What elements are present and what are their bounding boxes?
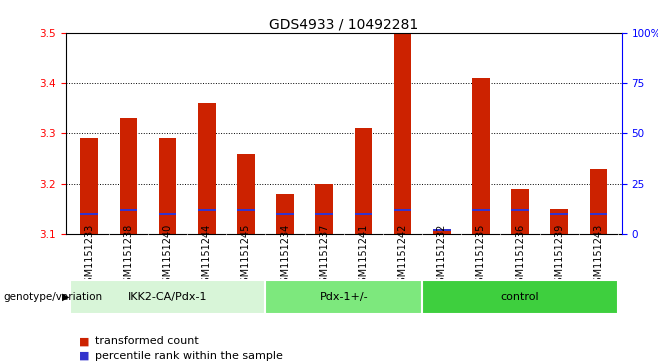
Bar (433, 229, 451, 231)
Bar (590, 169, 607, 234)
Bar (550, 209, 568, 234)
Bar (355, 129, 372, 234)
Bar (393, 33, 411, 234)
Bar (511, 209, 529, 211)
Bar (80, 138, 98, 234)
Text: transformed count: transformed count (95, 336, 199, 346)
Bar (355, 213, 372, 215)
Text: GSM1151241: GSM1151241 (359, 223, 368, 289)
Bar (159, 213, 176, 215)
FancyBboxPatch shape (422, 280, 618, 314)
Bar (590, 213, 607, 215)
FancyBboxPatch shape (70, 280, 265, 314)
Text: percentile rank within the sample: percentile rank within the sample (95, 351, 284, 361)
Text: GSM1151238: GSM1151238 (124, 223, 134, 289)
Text: GSM1151235: GSM1151235 (476, 223, 486, 289)
Bar (120, 118, 138, 234)
Bar (237, 154, 255, 234)
Bar (198, 209, 216, 211)
Bar (237, 209, 255, 211)
Text: ■: ■ (79, 336, 89, 346)
Text: GSM1151232: GSM1151232 (437, 223, 447, 289)
FancyBboxPatch shape (265, 280, 422, 314)
Text: control: control (501, 292, 540, 302)
Bar (433, 229, 451, 234)
Text: GSM1151239: GSM1151239 (554, 223, 564, 289)
Bar (198, 103, 216, 234)
Title: GDS4933 / 10492281: GDS4933 / 10492281 (269, 17, 418, 32)
Bar (120, 209, 138, 211)
Bar (472, 209, 490, 211)
Bar (511, 189, 529, 234)
Bar (80, 213, 98, 215)
Bar (315, 184, 333, 234)
Text: genotype/variation: genotype/variation (3, 291, 103, 302)
Bar (276, 194, 294, 234)
Bar (393, 209, 411, 211)
Text: GSM1151243: GSM1151243 (594, 223, 603, 289)
Bar (550, 213, 568, 215)
Text: GSM1151234: GSM1151234 (280, 223, 290, 289)
Bar (159, 138, 176, 234)
Text: ■: ■ (79, 351, 89, 361)
Text: GSM1151242: GSM1151242 (397, 223, 407, 289)
Bar (315, 213, 333, 215)
Bar (276, 213, 294, 215)
Text: GSM1151245: GSM1151245 (241, 223, 251, 289)
Text: GSM1151237: GSM1151237 (319, 223, 329, 289)
Text: GSM1151236: GSM1151236 (515, 223, 525, 289)
Text: Pdx-1+/-: Pdx-1+/- (320, 292, 368, 302)
Text: GSM1151240: GSM1151240 (163, 223, 172, 289)
Text: ▶: ▶ (62, 291, 69, 302)
Text: GSM1151244: GSM1151244 (202, 223, 212, 289)
Text: IKK2-CA/Pdx-1: IKK2-CA/Pdx-1 (128, 292, 207, 302)
Text: GSM1151233: GSM1151233 (84, 223, 94, 289)
Bar (472, 78, 490, 234)
